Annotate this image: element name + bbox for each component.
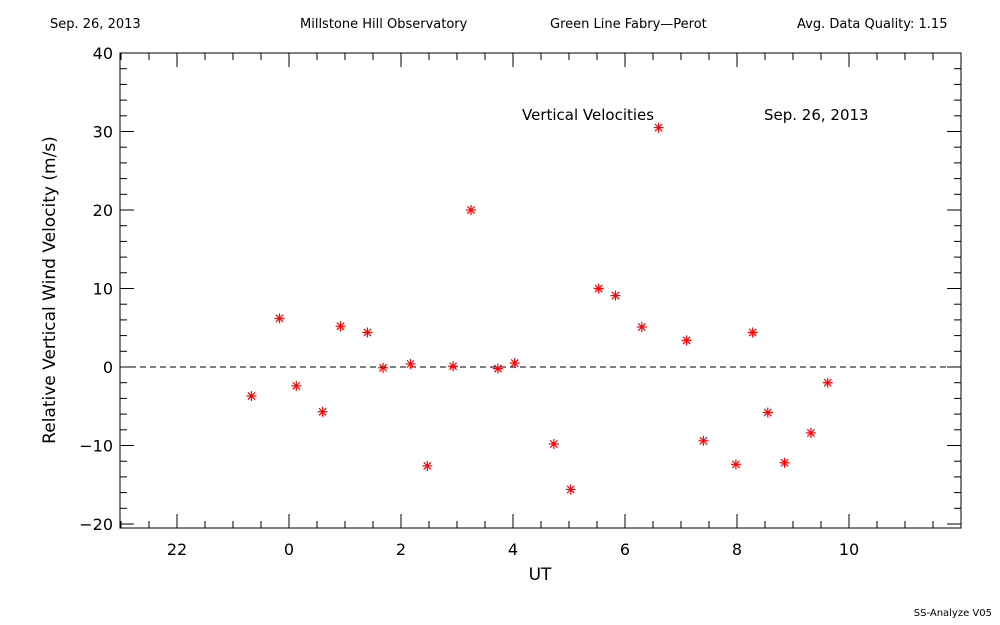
y-tick-label: −10 — [79, 437, 113, 456]
x-tick-labels: 22 0 2 4 6 8 10 — [167, 540, 859, 559]
x-tick-label: 4 — [508, 540, 518, 559]
x-tick-label: 6 — [620, 540, 630, 559]
x-tick-label: 10 — [839, 540, 859, 559]
x-tick-label: 8 — [732, 540, 742, 559]
header-instrument: Green Line Fabry—Perot — [550, 17, 707, 32]
data-point — [291, 380, 302, 391]
data-point — [730, 459, 741, 470]
data-point — [698, 435, 709, 446]
header-date: Sep. 26, 2013 — [50, 17, 141, 32]
x-tick-label: 22 — [167, 540, 187, 559]
data-point — [466, 205, 476, 215]
data-point — [246, 391, 257, 402]
data-point — [448, 361, 459, 372]
plot-frame — [119, 52, 962, 529]
data-point — [822, 377, 833, 388]
y-tick-label: −20 — [79, 515, 113, 534]
data-point — [636, 321, 647, 332]
header-observatory: Millstone Hill Observatory — [300, 17, 468, 32]
data-point — [378, 362, 389, 373]
y-tick-label: 0 — [103, 358, 113, 377]
data-point — [548, 438, 559, 449]
axis-ticks — [120, 52, 962, 528]
data-point — [335, 321, 346, 332]
data-point — [509, 358, 520, 369]
data-points — [246, 122, 833, 495]
data-point — [405, 358, 416, 369]
header-data-quality: Avg. Data Quality: 1.15 — [797, 17, 948, 32]
annotation-date: Sep. 26, 2013 — [764, 106, 869, 124]
data-point — [805, 427, 816, 438]
data-point — [653, 122, 664, 133]
footer-version: SS-Analyze V05 — [913, 608, 992, 619]
data-point — [681, 335, 692, 346]
data-point — [274, 313, 285, 324]
x-tick-label: 0 — [284, 540, 294, 559]
y-tick-labels: −20 −10 0 10 20 30 40 — [79, 44, 113, 534]
x-tick-label: 2 — [396, 540, 406, 559]
data-point — [610, 290, 621, 301]
annotation-label: Vertical Velocities — [522, 106, 654, 124]
y-tick-label: 20 — [93, 201, 113, 220]
data-point — [762, 407, 773, 418]
data-point — [362, 327, 373, 338]
y-axis-title: Relative Vertical Wind Velocity (m/s) — [40, 136, 60, 444]
y-tick-label: 30 — [93, 123, 113, 142]
data-point — [492, 363, 503, 374]
data-point — [593, 283, 604, 294]
y-tick-label: 40 — [93, 44, 113, 63]
data-point — [317, 406, 328, 417]
data-point — [422, 460, 433, 471]
data-point — [747, 327, 758, 338]
data-point — [779, 457, 790, 468]
y-tick-label: 10 — [93, 280, 113, 299]
data-point — [565, 484, 576, 495]
x-axis-title: UT — [529, 565, 552, 585]
